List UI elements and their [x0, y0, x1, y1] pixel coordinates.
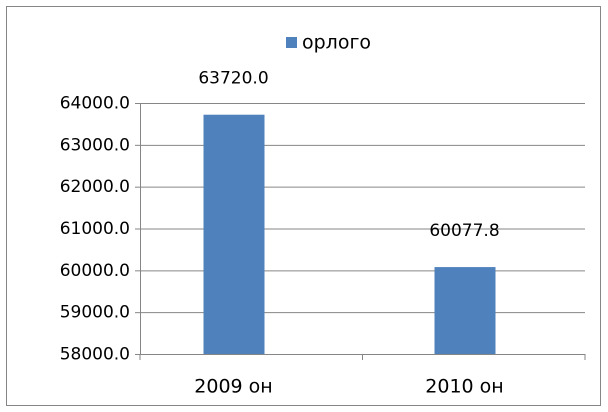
- x-tick-label: 2009 он: [194, 376, 272, 398]
- y-tick-label: 64000.0: [60, 94, 130, 114]
- y-tick-label: 62000.0: [60, 177, 130, 197]
- y-tick-label: 58000.0: [60, 345, 130, 365]
- data-label: 63720.0: [198, 69, 268, 89]
- data-label: 60077.8: [429, 221, 499, 241]
- y-tick-label: 60000.0: [60, 261, 130, 281]
- chart-border: [6, 6, 601, 406]
- y-tick-label: 61000.0: [60, 219, 130, 239]
- y-tick-label: 59000.0: [60, 303, 130, 323]
- bar: [203, 114, 265, 354]
- bar: [434, 267, 496, 354]
- x-tick-label: 2010 он: [425, 376, 503, 398]
- y-tick-label: 63000.0: [60, 135, 130, 155]
- legend-label: орлого: [302, 32, 371, 54]
- legend-swatch: [286, 37, 297, 48]
